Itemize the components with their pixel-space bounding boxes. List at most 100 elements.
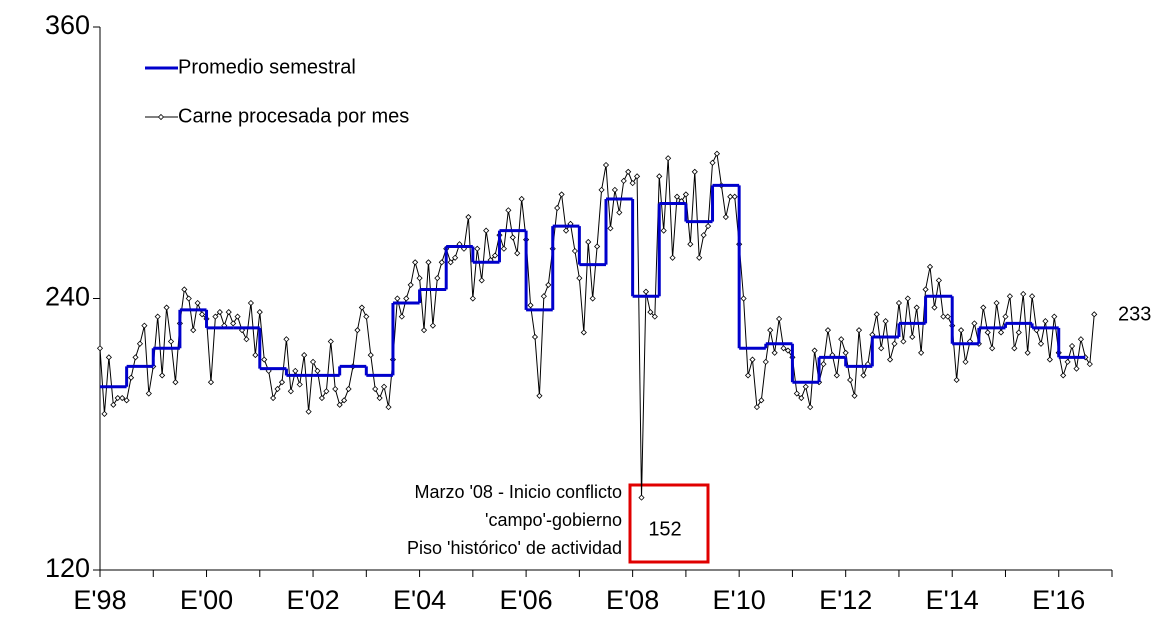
point-marker bbox=[997, 329, 1005, 336]
point-marker bbox=[252, 351, 259, 359]
point-marker bbox=[509, 234, 516, 241]
point-marker bbox=[780, 345, 787, 352]
point-marker bbox=[625, 168, 632, 175]
point-marker bbox=[1006, 293, 1013, 300]
point-marker bbox=[345, 385, 352, 393]
point-marker bbox=[1020, 290, 1027, 298]
point-marker bbox=[709, 159, 716, 166]
point-marker bbox=[132, 354, 139, 361]
point-marker bbox=[833, 372, 840, 379]
point-marker bbox=[598, 186, 605, 193]
x-tick-label: E'12 bbox=[819, 585, 872, 615]
point-marker bbox=[731, 193, 738, 200]
point-marker bbox=[660, 227, 667, 234]
point-marker bbox=[909, 333, 916, 341]
point-marker bbox=[367, 351, 374, 359]
point-marker bbox=[838, 336, 845, 343]
point-marker bbox=[318, 394, 325, 402]
point-marker bbox=[363, 313, 370, 320]
point-marker bbox=[802, 383, 809, 390]
point-marker bbox=[283, 336, 290, 343]
point-marker bbox=[403, 295, 410, 302]
point-marker bbox=[527, 302, 534, 309]
point-marker bbox=[305, 408, 312, 415]
y-tick-label: 240 bbox=[45, 282, 90, 312]
point-marker bbox=[381, 383, 388, 390]
point-marker bbox=[793, 390, 800, 397]
point-marker bbox=[172, 379, 179, 386]
point-marker bbox=[740, 295, 747, 302]
point-marker bbox=[984, 329, 991, 336]
x-tick-label: E'00 bbox=[180, 585, 233, 615]
legend-marker bbox=[157, 113, 165, 121]
point-marker bbox=[784, 347, 792, 354]
point-marker bbox=[758, 397, 765, 404]
point-marker bbox=[665, 155, 672, 162]
point-marker bbox=[159, 372, 166, 379]
point-marker bbox=[518, 195, 525, 203]
point-marker bbox=[904, 295, 911, 302]
point-marker bbox=[767, 327, 774, 334]
point-marker bbox=[105, 354, 112, 361]
point-marker bbox=[696, 254, 703, 261]
point-marker bbox=[207, 379, 215, 386]
point-marker bbox=[185, 295, 192, 302]
point-marker bbox=[962, 358, 969, 365]
point-marker bbox=[478, 277, 485, 284]
point-marker bbox=[1064, 358, 1071, 365]
x-tick-label: E'02 bbox=[286, 585, 339, 615]
point-marker bbox=[629, 180, 636, 187]
point-marker bbox=[1086, 361, 1093, 368]
point-marker bbox=[673, 193, 681, 200]
point-marker bbox=[895, 299, 903, 307]
point-marker bbox=[611, 186, 618, 193]
point-marker bbox=[744, 372, 752, 379]
point-marker bbox=[438, 259, 445, 266]
point-marker bbox=[247, 299, 254, 307]
point-marker bbox=[1015, 329, 1022, 336]
point-marker bbox=[154, 313, 161, 320]
point-marker bbox=[216, 309, 223, 316]
point-marker bbox=[465, 213, 472, 221]
point-marker bbox=[394, 295, 401, 302]
point-marker bbox=[341, 397, 348, 404]
point-marker bbox=[1029, 293, 1036, 300]
point-marker bbox=[798, 394, 805, 402]
point-marker bbox=[651, 313, 658, 320]
annotation: Marzo '08 - Inicio conflicto bbox=[414, 482, 622, 502]
x-tick-label: E'98 bbox=[73, 585, 126, 615]
point-marker bbox=[287, 388, 294, 395]
point-marker bbox=[1091, 311, 1098, 318]
point-marker bbox=[887, 356, 894, 363]
point-marker bbox=[855, 327, 863, 334]
point-marker bbox=[1011, 345, 1018, 352]
point-marker bbox=[980, 304, 987, 311]
point-marker bbox=[922, 286, 929, 293]
y-tick-label: 120 bbox=[45, 553, 90, 583]
point-marker bbox=[358, 304, 365, 311]
point-marker bbox=[505, 207, 512, 214]
point-marker bbox=[900, 338, 907, 345]
point-marker bbox=[878, 345, 885, 352]
point-marker bbox=[540, 293, 547, 300]
point-marker bbox=[123, 397, 130, 404]
point-marker bbox=[562, 227, 570, 234]
point-marker bbox=[971, 320, 978, 327]
point-marker bbox=[1024, 349, 1031, 356]
point-marker bbox=[620, 177, 627, 184]
point-marker bbox=[554, 204, 561, 212]
point-marker bbox=[398, 313, 405, 320]
point-marker bbox=[96, 345, 104, 352]
point-marker bbox=[376, 394, 383, 402]
point-marker bbox=[940, 313, 947, 320]
point-marker bbox=[1002, 313, 1009, 320]
point-marker bbox=[425, 259, 432, 266]
point-marker bbox=[594, 243, 601, 250]
point-marker bbox=[1073, 365, 1080, 372]
point-marker bbox=[372, 385, 379, 393]
point-marker bbox=[141, 322, 148, 329]
point-marker bbox=[296, 381, 303, 388]
point-marker bbox=[1060, 372, 1067, 379]
point-marker bbox=[589, 295, 596, 302]
point-marker bbox=[1046, 356, 1053, 363]
